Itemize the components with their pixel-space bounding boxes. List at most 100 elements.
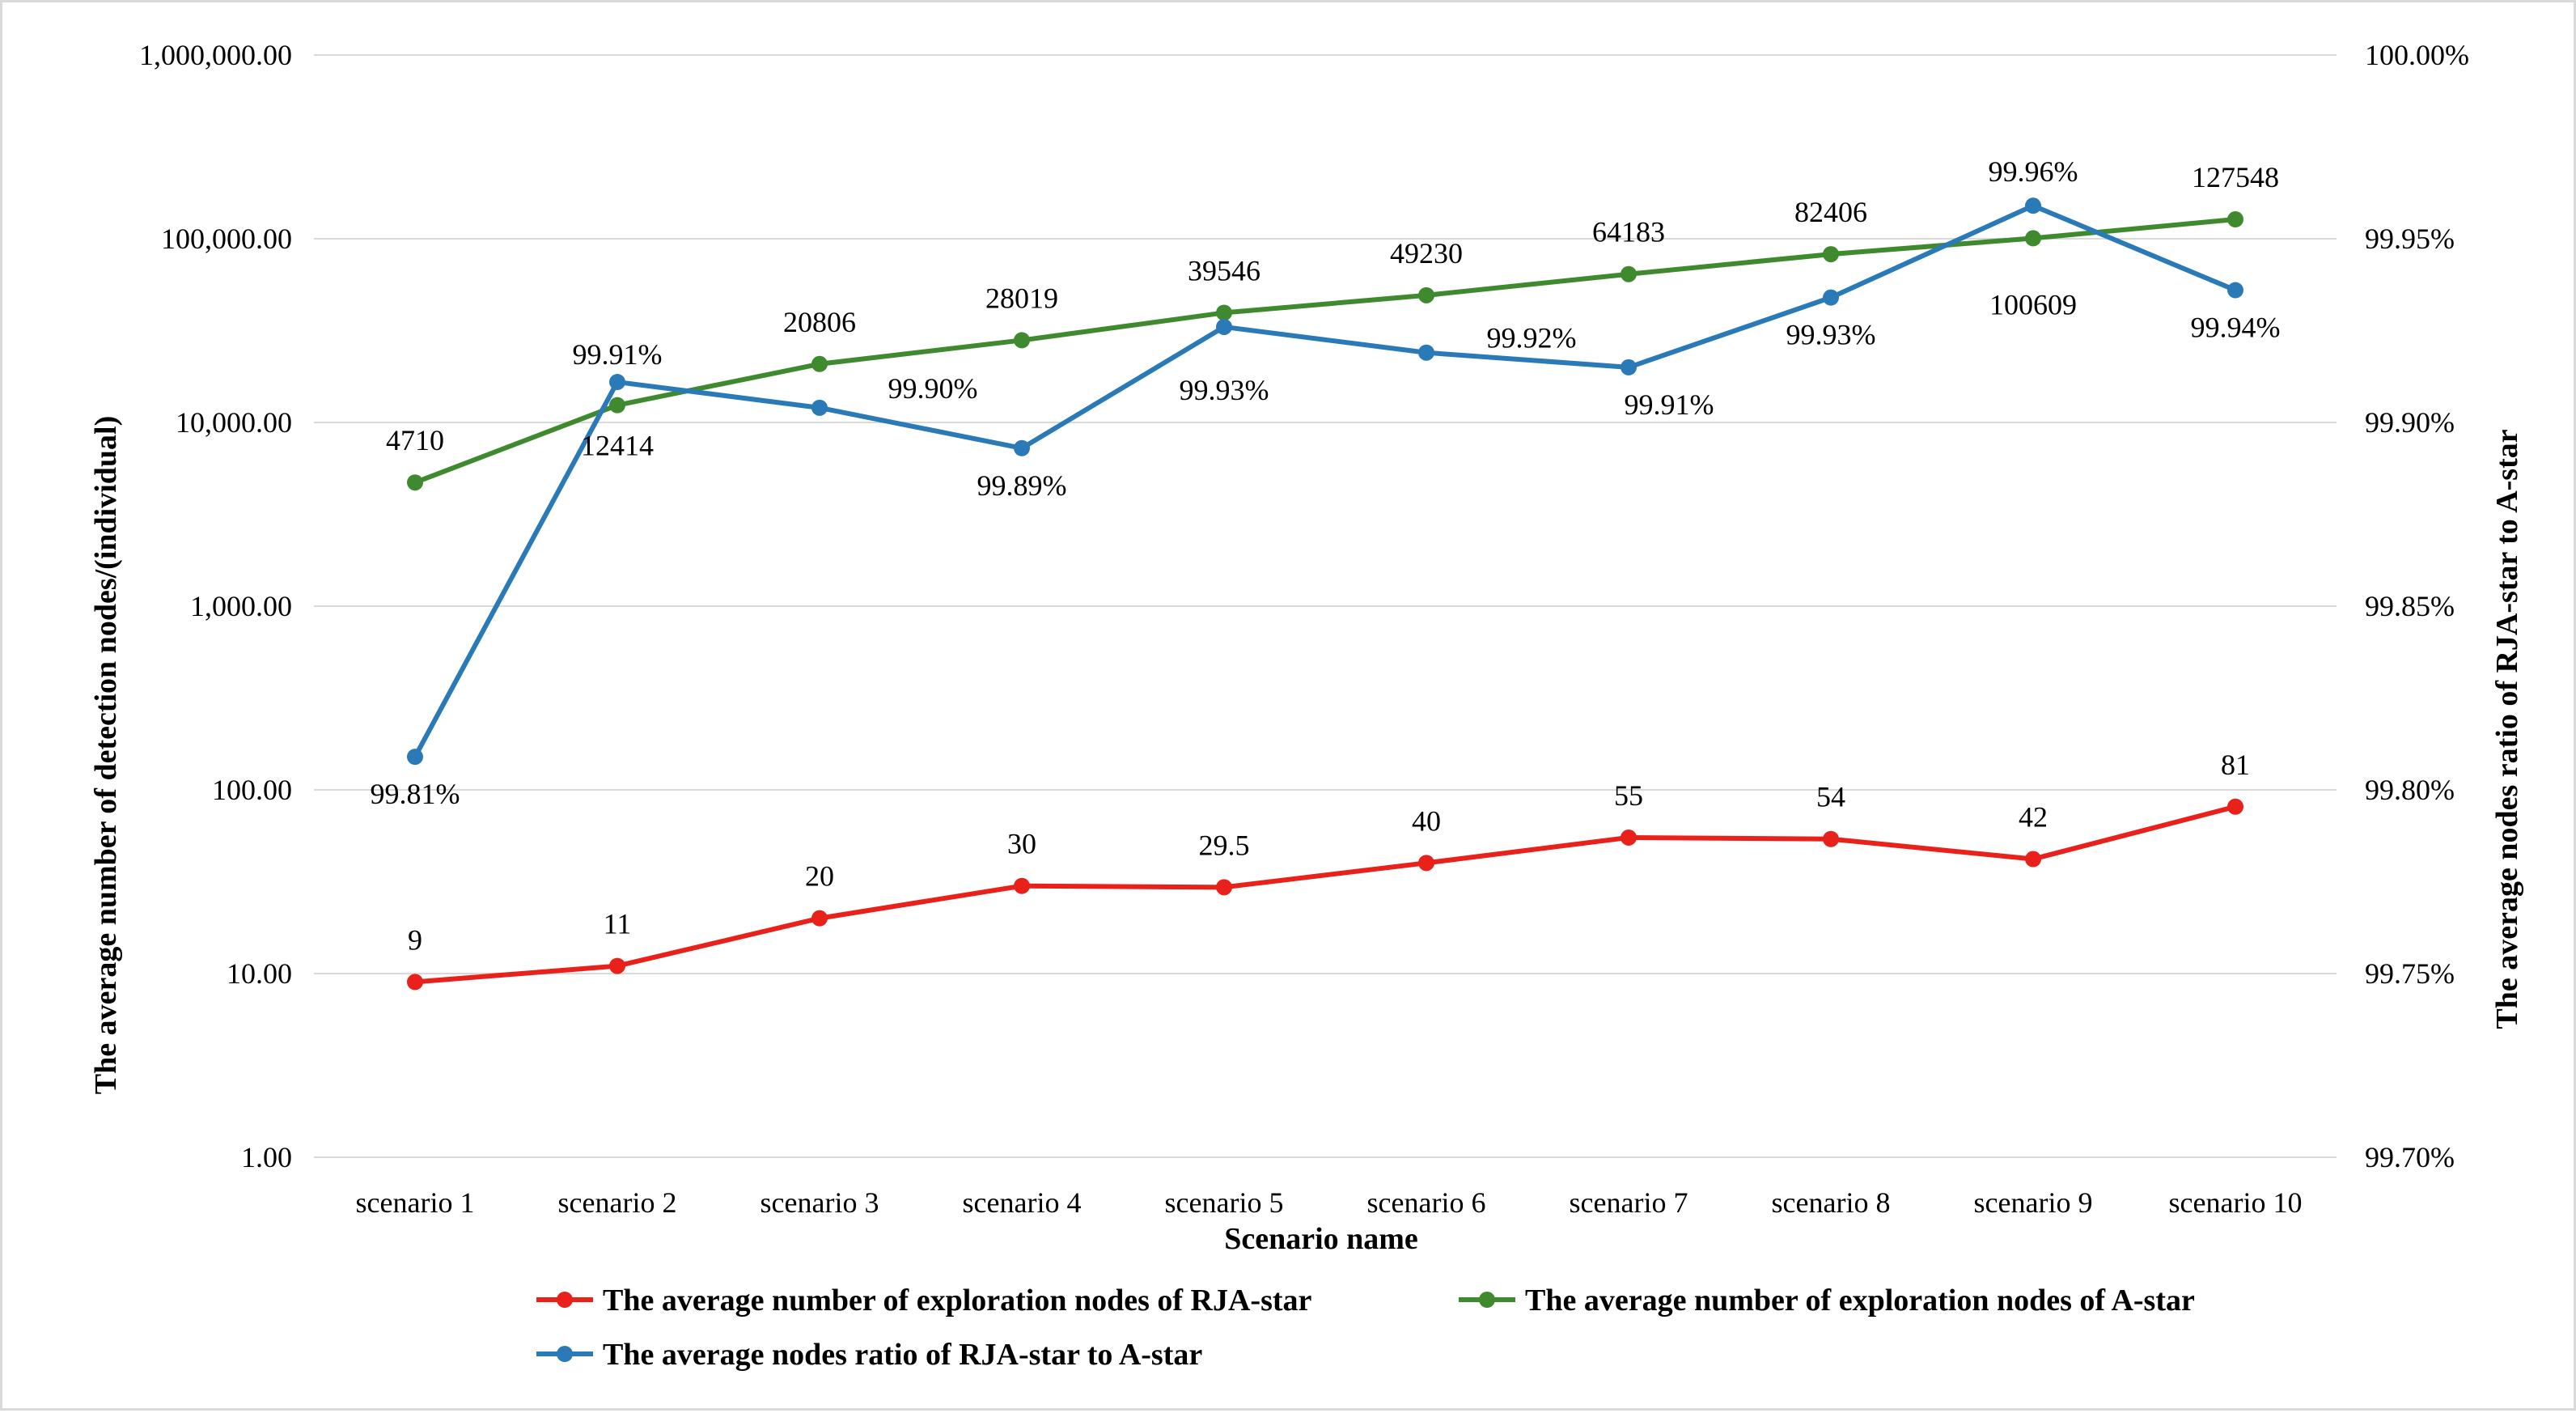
legend-swatch-marker (557, 1292, 573, 1308)
data-label: 99.91% (1625, 388, 1714, 421)
data-label: 99.96% (1989, 155, 2078, 188)
data-label: 29.5 (1199, 829, 1250, 861)
data-point (1216, 318, 1232, 335)
data-label: 81 (2221, 749, 2250, 781)
legend-item: The average number of exploration nodes … (536, 1284, 1312, 1318)
data-point (2227, 282, 2243, 299)
x-tick-label: scenario 4 (963, 1186, 1082, 1219)
data-label: 42 (2019, 801, 2048, 834)
series-line (413, 217, 2236, 486)
data-label: 9 (408, 923, 422, 956)
series-lines (407, 197, 2243, 991)
data-point (1823, 246, 1839, 263)
data-point (1823, 289, 1839, 306)
data-label: 82406 (1794, 196, 1867, 228)
series-line (413, 203, 2237, 758)
data-label: 4710 (386, 424, 444, 456)
legend-swatch-marker (1479, 1292, 1495, 1308)
series-line (414, 804, 2236, 985)
x-axis-title: Scenario name (1224, 1222, 1418, 1256)
data-point (1014, 332, 1030, 349)
data-point (1621, 829, 1637, 846)
data-label: 99.89% (977, 469, 1067, 502)
y-tick-label: 10,000.00 (176, 406, 292, 439)
data-point (407, 474, 423, 491)
data-point (2227, 211, 2243, 228)
data-point (1216, 879, 1232, 896)
data-label: 20806 (783, 306, 856, 338)
data-point (1823, 830, 1839, 847)
data-label: 30 (1007, 828, 1036, 860)
gridlines (314, 54, 2337, 1158)
y-tick-label: 10.00 (227, 957, 292, 990)
y-tick-label: 1.00 (241, 1141, 292, 1173)
data-label: 11 (604, 908, 632, 940)
data-labels: 9 11 20 30 29.5 40 55 54 42 81 4710 12414 20806 28019… (371, 155, 2281, 956)
data-point (1418, 286, 1434, 303)
data-label: 64183 (1592, 216, 1665, 248)
x-tick-label: scenario 8 (1772, 1186, 1891, 1219)
x-tick-label: scenario 5 (1165, 1186, 1284, 1219)
series-1 (407, 798, 2243, 991)
y-tick-label: 100.00 (212, 774, 292, 806)
series-2 (407, 211, 2243, 491)
data-label: 12414 (581, 430, 654, 462)
legend: The average number of exploration nodes … (536, 1284, 2195, 1372)
series-3 (407, 197, 2243, 766)
data-point (2025, 851, 2041, 868)
x-tick-label: scenario 9 (1974, 1186, 2093, 1219)
data-label: 55 (1614, 779, 1643, 812)
y2-tick-label: 99.85% (2365, 590, 2455, 622)
legend-label: The average number of exploration nodes … (1525, 1284, 2195, 1318)
data-label: 54 (1816, 781, 1845, 813)
legend-item: The average number of exploration nodes … (1459, 1284, 2195, 1318)
data-label: 40 (1412, 804, 1441, 837)
data-point (1014, 877, 1030, 894)
x-axis-ticks: scenario 1 scenario 2 scenario 3 scenario 4… (356, 1186, 2303, 1219)
y2-tick-label: 100.00% (2365, 39, 2469, 71)
x-tick-label: scenario 6 (1367, 1186, 1486, 1219)
legend-label: The average number of exploration nodes … (603, 1284, 1312, 1318)
y2-tick-label: 99.90% (2365, 406, 2455, 439)
data-label: 127548 (2192, 161, 2279, 193)
data-point (1621, 359, 1637, 376)
data-label: 28019 (985, 282, 1058, 314)
y-tick-label: 1,000,000.00 (139, 39, 292, 71)
x-tick-label: scenario 7 (1570, 1186, 1688, 1219)
y2-tick-label: 99.70% (2365, 1141, 2455, 1173)
data-label: 49230 (1390, 237, 1463, 269)
data-point (2227, 798, 2243, 815)
data-point (407, 974, 423, 991)
data-point (811, 910, 828, 927)
data-point (1014, 439, 1030, 456)
x-tick-label: scenario 1 (356, 1186, 475, 1219)
y2-axis-title: The average nodes ratio of RJA-star to A… (2490, 429, 2524, 1029)
data-point (609, 374, 625, 391)
data-point (1418, 855, 1434, 872)
data-point (2025, 230, 2041, 247)
data-point (811, 355, 828, 372)
data-point (609, 957, 625, 974)
y2-tick-label: 99.80% (2365, 774, 2455, 806)
legend-swatch-marker (557, 1346, 573, 1362)
x-tick-label: scenario 3 (761, 1186, 879, 1219)
data-label: 99.91% (573, 338, 663, 371)
data-point (609, 397, 625, 414)
data-label: 99.81% (371, 778, 460, 810)
x-tick-label: scenario 10 (2169, 1186, 2303, 1219)
y2-tick-label: 99.95% (2365, 223, 2455, 255)
y-axis-title: The average number of detection nodes/(i… (89, 416, 123, 1095)
data-point (2025, 197, 2041, 214)
data-point (1621, 265, 1637, 282)
data-label: 39546 (1188, 254, 1260, 286)
data-label: 99.93% (1180, 374, 1269, 406)
data-label: 100609 (1989, 288, 2077, 320)
y-tick-label: 1,000.00 (190, 590, 292, 622)
data-label: 20 (805, 860, 834, 893)
legend-label: The average nodes ratio of RJA-star to A… (603, 1338, 1202, 1372)
right-axis-ticks: 99.70% 99.75% 99.80% 99.85% 99.90% 99.95% 100.… (2365, 39, 2469, 1173)
legend-item: The average nodes ratio of RJA-star to A… (536, 1338, 1202, 1372)
y-tick-label: 100,000.00 (161, 223, 292, 255)
